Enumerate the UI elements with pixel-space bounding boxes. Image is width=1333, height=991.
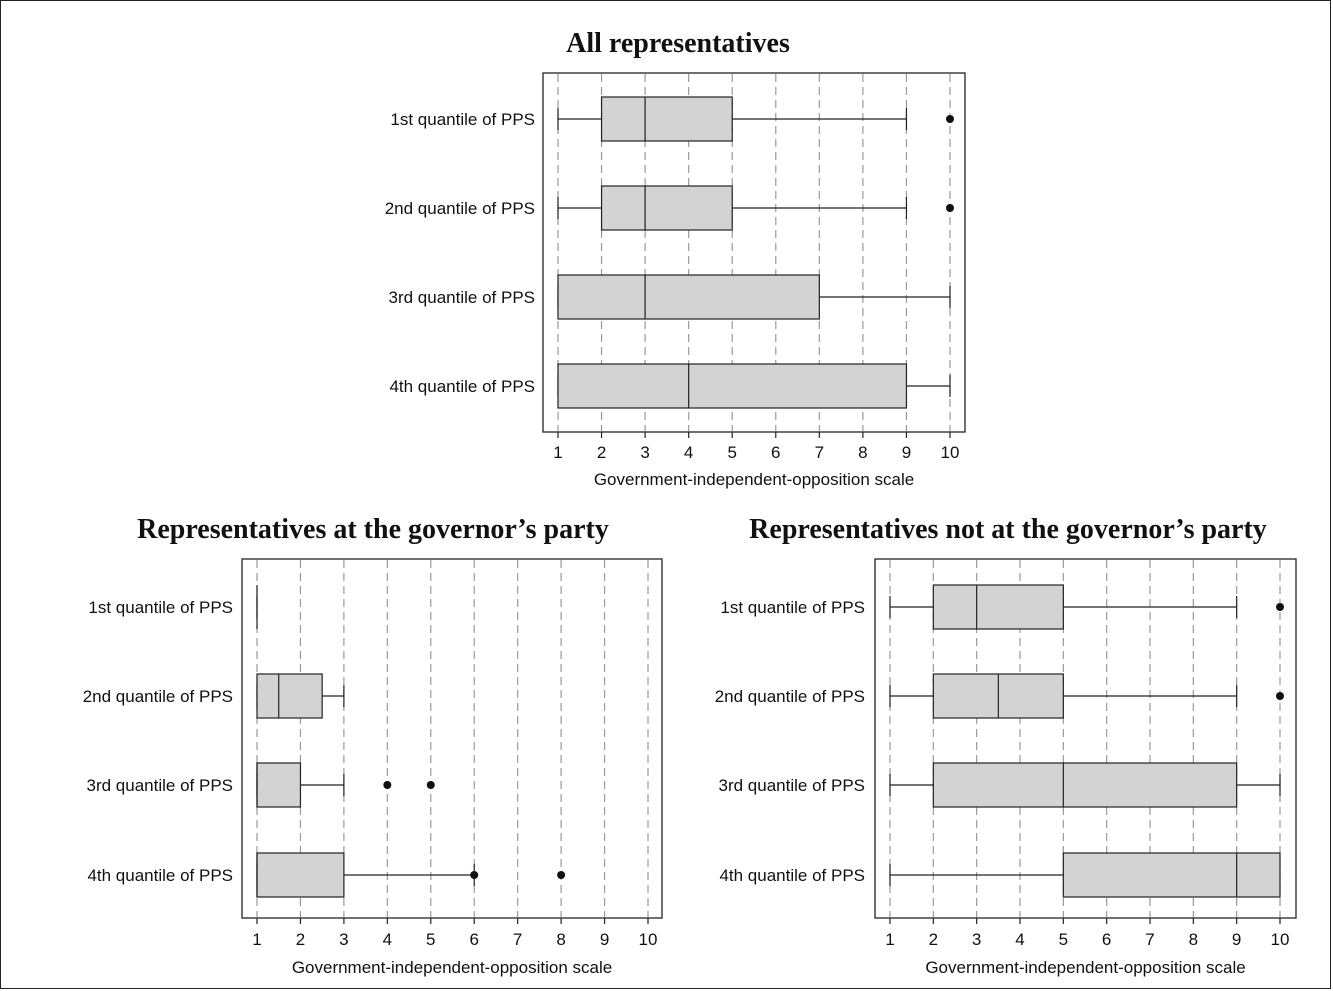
outlier-point — [557, 871, 566, 879]
outlier-point — [946, 115, 954, 123]
x-tick-label: 8 — [858, 443, 867, 462]
outlier-point — [470, 871, 479, 879]
x-tick-label: 9 — [600, 930, 609, 949]
box-group: 3rd quantile of PPS — [87, 762, 435, 808]
x-tick-label: 10 — [1271, 930, 1290, 949]
x-tick-label: 1 — [252, 930, 261, 949]
iqr-box — [932, 762, 1238, 808]
box-group: 3rd quantile of PPS — [719, 762, 1281, 808]
category-label: 3rd quantile of PPS — [719, 776, 865, 795]
plot-frame — [542, 72, 966, 433]
x-tick-label: 3 — [339, 930, 348, 949]
x-tick-label: 10 — [941, 443, 960, 462]
x-tick-label: 7 — [815, 443, 824, 462]
iqr-box — [1062, 852, 1281, 898]
box-group: 1st quantile of PPS — [88, 585, 258, 629]
x-tick-label: 10 — [639, 930, 658, 949]
category-label: 1st quantile of PPS — [390, 110, 535, 129]
x-tick-label: 5 — [727, 443, 736, 462]
iqr-box — [557, 274, 820, 320]
x-axis-label: Government-independent-opposition scale — [925, 958, 1245, 977]
category-label: 3rd quantile of PPS — [389, 288, 535, 307]
chart-panel-2: Representatives at the governor’s party 1… — [83, 514, 663, 977]
category-label: 1st quantile of PPS — [88, 598, 233, 617]
chart-title: Representatives at the governor’s party — [137, 514, 609, 545]
iqr-box — [256, 852, 345, 898]
outlier-point — [1276, 603, 1284, 611]
iqr-box — [557, 363, 908, 409]
x-tick-label: 1 — [885, 930, 894, 949]
x-tick-label: 2 — [296, 930, 305, 949]
outlier-point — [383, 781, 392, 789]
x-tick-label: 4 — [1015, 930, 1024, 949]
box-group: 1st quantile of PPS — [390, 96, 954, 142]
box-group: 2nd quantile of PPS — [83, 673, 345, 719]
iqr-box — [256, 762, 302, 808]
outlier-point — [946, 204, 954, 212]
x-tick-label: 7 — [1145, 930, 1154, 949]
x-tick-label: 6 — [771, 443, 780, 462]
x-tick-label: 3 — [640, 443, 649, 462]
category-label: 2nd quantile of PPS — [715, 687, 865, 706]
x-tick-label: 8 — [556, 930, 565, 949]
outlier-point — [426, 781, 435, 789]
plot-frame — [241, 558, 663, 919]
x-tick-label: 6 — [469, 930, 478, 949]
box-group: 4th quantile of PPS — [87, 852, 566, 898]
x-tick-label: 8 — [1189, 930, 1198, 949]
category-label: 4th quantile of PPS — [389, 377, 535, 396]
x-axis-label: Government-independent-opposition scale — [594, 470, 914, 489]
x-tick-label: 5 — [1059, 930, 1068, 949]
category-label: 4th quantile of PPS — [719, 866, 865, 885]
x-tick-label: 7 — [513, 930, 522, 949]
x-tick-label: 1 — [553, 443, 562, 462]
box-group: 3rd quantile of PPS — [389, 274, 951, 320]
x-tick-label: 2 — [597, 443, 606, 462]
chart-panel-3: Representatives not at the governor’s pa… — [715, 514, 1297, 977]
category-label: 1st quantile of PPS — [720, 598, 865, 617]
x-axis-label: Government-independent-opposition scale — [292, 958, 612, 977]
x-tick-label: 3 — [972, 930, 981, 949]
box-group: 4th quantile of PPS — [719, 852, 1281, 898]
category-label: 3rd quantile of PPS — [87, 776, 233, 795]
x-tick-label: 5 — [426, 930, 435, 949]
category-label: 4th quantile of PPS — [87, 866, 233, 885]
iqr-box — [932, 584, 1064, 630]
chart-title: All representatives — [566, 28, 790, 59]
iqr-box — [600, 96, 733, 142]
chart-panel-1: All representatives 1 2 3 4 5 6 7 8 9 10 Government… — [385, 28, 966, 489]
iqr-box — [600, 185, 733, 231]
box-group: 2nd quantile of PPS — [715, 673, 1284, 719]
chart-title: Representatives not at the governor’s pa… — [749, 514, 1267, 545]
outlier-point — [1276, 692, 1284, 700]
x-tick-label: 9 — [1232, 930, 1241, 949]
iqr-box — [256, 673, 323, 719]
x-tick-label: 4 — [383, 930, 392, 949]
x-tick-label: 9 — [902, 443, 911, 462]
x-tick-label: 4 — [684, 443, 693, 462]
x-tick-label: 2 — [929, 930, 938, 949]
box-group: 1st quantile of PPS — [720, 584, 1284, 630]
category-label: 2nd quantile of PPS — [385, 199, 535, 218]
box-group: 4th quantile of PPS — [389, 363, 951, 409]
category-label: 2nd quantile of PPS — [83, 687, 233, 706]
plot-frame — [874, 558, 1297, 919]
box-group: 2nd quantile of PPS — [385, 185, 954, 231]
x-tick-label: 6 — [1102, 930, 1111, 949]
